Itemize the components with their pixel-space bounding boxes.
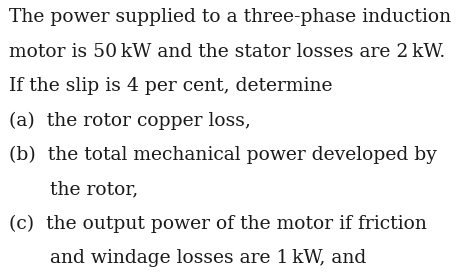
Text: (a)  the rotor copper loss,: (a) the rotor copper loss, xyxy=(9,111,250,130)
Text: (b)  the total mechanical power developed by: (b) the total mechanical power developed… xyxy=(9,146,436,164)
Text: If the slip is 4 per cent, determine: If the slip is 4 per cent, determine xyxy=(9,77,331,95)
Text: and windage losses are 1 kW, and: and windage losses are 1 kW, and xyxy=(50,249,366,267)
Text: (c)  the output power of the motor if friction: (c) the output power of the motor if fri… xyxy=(9,214,426,233)
Text: motor is 50 kW and the stator losses are 2 kW.: motor is 50 kW and the stator losses are… xyxy=(9,43,444,60)
Text: the rotor,: the rotor, xyxy=(50,180,138,198)
Text: The power supplied to a three-phase induction: The power supplied to a three-phase indu… xyxy=(9,8,450,26)
